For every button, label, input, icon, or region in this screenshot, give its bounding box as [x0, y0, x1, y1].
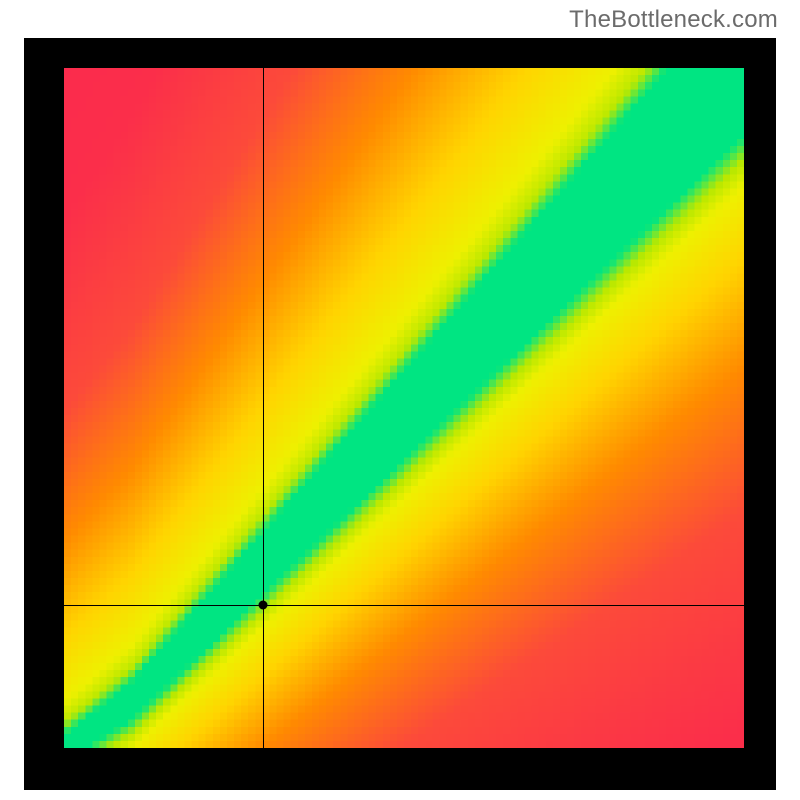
heatmap-canvas — [64, 68, 744, 748]
plot-black-frame — [24, 38, 776, 790]
crosshair-vertical — [263, 68, 264, 748]
plot-area — [64, 68, 744, 748]
crosshair-horizontal — [64, 605, 744, 606]
selected-point — [258, 601, 267, 610]
watermark-text: TheBottleneck.com — [569, 6, 778, 34]
